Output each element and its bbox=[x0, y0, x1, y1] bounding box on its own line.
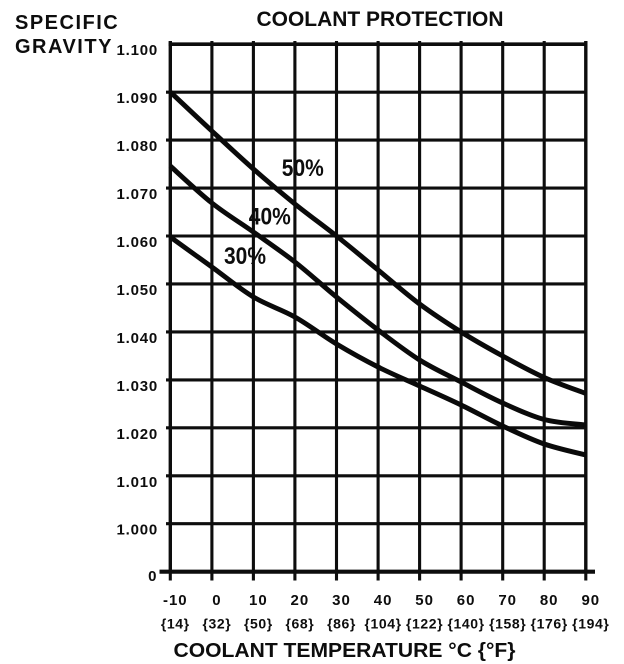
svg-text:GRAVITY: GRAVITY bbox=[15, 36, 113, 58]
svg-text:30: 30 bbox=[332, 592, 351, 609]
svg-text:1.060: 1.060 bbox=[117, 234, 159, 251]
svg-text:1.050: 1.050 bbox=[117, 282, 159, 299]
svg-text:1.030: 1.030 bbox=[117, 378, 159, 395]
svg-text:40: 40 bbox=[374, 592, 393, 609]
svg-text:{140}: {140} bbox=[447, 615, 484, 631]
svg-text:{14}: {14} bbox=[161, 615, 190, 631]
svg-text:40%: 40% bbox=[249, 203, 291, 230]
svg-text:-10: -10 bbox=[163, 592, 188, 609]
svg-text:50: 50 bbox=[415, 592, 434, 609]
svg-text:SPECIFIC: SPECIFIC bbox=[15, 12, 119, 34]
svg-text:1.000: 1.000 bbox=[117, 522, 159, 539]
svg-text:10: 10 bbox=[249, 592, 268, 609]
svg-text:{158}: {158} bbox=[489, 615, 526, 631]
svg-text:COOLANT PROTECTION: COOLANT PROTECTION bbox=[257, 8, 504, 31]
svg-text:90: 90 bbox=[581, 592, 600, 609]
svg-text:{194}: {194} bbox=[572, 615, 609, 631]
svg-text:1.100: 1.100 bbox=[117, 42, 159, 59]
svg-text:1.090: 1.090 bbox=[117, 90, 159, 107]
svg-text:1.080: 1.080 bbox=[117, 138, 159, 155]
svg-text:{50}: {50} bbox=[244, 615, 273, 631]
svg-text:50%: 50% bbox=[282, 155, 324, 182]
svg-text:0: 0 bbox=[148, 568, 156, 585]
svg-text:0: 0 bbox=[212, 592, 221, 609]
svg-text:1.010: 1.010 bbox=[117, 474, 159, 491]
svg-text:{86}: {86} bbox=[327, 615, 356, 631]
svg-text:{122}: {122} bbox=[406, 615, 443, 631]
svg-text:{104}: {104} bbox=[364, 615, 401, 631]
svg-text:{176}: {176} bbox=[531, 615, 568, 631]
svg-text:1.040: 1.040 bbox=[117, 330, 159, 347]
svg-text:80: 80 bbox=[540, 592, 559, 609]
svg-text:30%: 30% bbox=[224, 243, 266, 270]
svg-text:{68}: {68} bbox=[285, 615, 314, 631]
svg-text:20: 20 bbox=[291, 592, 310, 609]
svg-text:1.070: 1.070 bbox=[117, 186, 159, 203]
svg-text:1.020: 1.020 bbox=[117, 426, 159, 443]
svg-text:COOLANT TEMPERATURE °C {°F}: COOLANT TEMPERATURE °C {°F} bbox=[174, 640, 516, 662]
svg-text:{32}: {32} bbox=[202, 615, 231, 631]
svg-text:60: 60 bbox=[457, 592, 476, 609]
svg-text:70: 70 bbox=[498, 592, 517, 609]
